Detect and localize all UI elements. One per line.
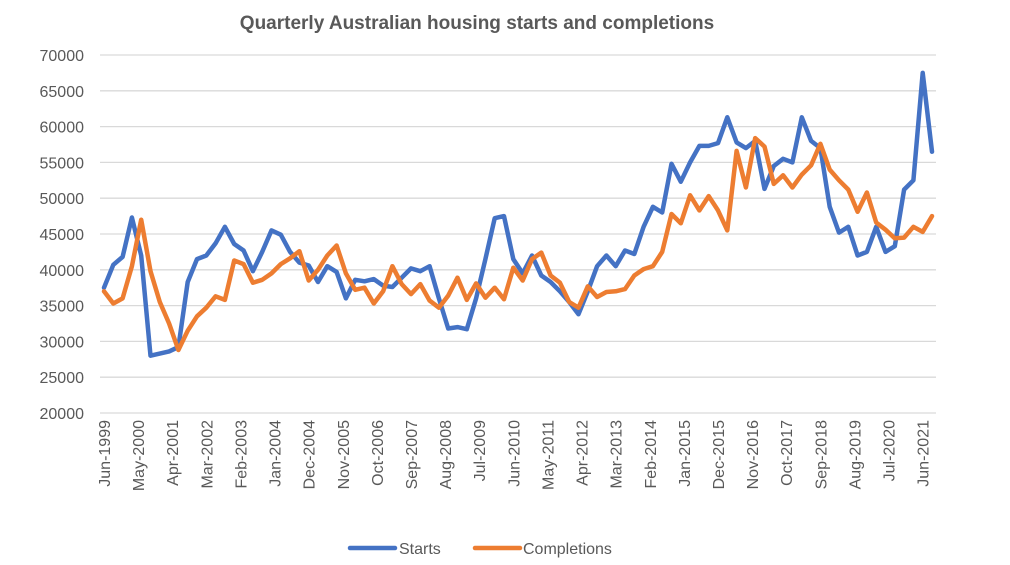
series-line-starts: [101, 70, 935, 358]
legend-label-starts: Starts: [399, 541, 441, 558]
x-tick-label: Jun-2021: [916, 420, 933, 487]
x-tick-label: Oct-2006: [370, 420, 387, 486]
x-tick-label: Nov-2005: [336, 420, 353, 489]
x-tick-label: Jul-2020: [882, 420, 899, 481]
gridlines: [100, 54, 936, 414]
x-tick-label: Jun-1999: [97, 420, 114, 487]
y-tick-label: 55000: [40, 155, 85, 172]
y-tick-label: 70000: [40, 48, 85, 65]
x-tick-label: Sep-2007: [404, 420, 421, 489]
y-tick-label: 60000: [40, 120, 85, 137]
x-tick-label: Dec-2015: [711, 420, 728, 489]
y-tick-label: 35000: [40, 299, 85, 316]
x-tick-label: Feb-2003: [233, 420, 250, 489]
x-tick-label: Mar-2013: [609, 420, 626, 489]
x-tick-label: Apr-2001: [165, 420, 182, 486]
x-tick-label: Jan-2004: [268, 420, 285, 487]
y-tick-label: 65000: [40, 84, 85, 101]
series-line-completions: [101, 135, 935, 353]
x-tick-label: Sep-2018: [813, 420, 830, 489]
x-tick-label: Dec-2004: [302, 420, 319, 489]
x-tick-label: Feb-2014: [643, 420, 660, 489]
y-tick-label: 45000: [40, 227, 85, 244]
x-tick-label: Aug-2019: [847, 420, 864, 489]
x-tick-label: May-2011: [540, 420, 557, 490]
x-tick-label: Mar-2002: [199, 420, 216, 489]
y-tick-label: 30000: [40, 334, 85, 351]
series-lines: [101, 70, 935, 358]
x-tick-label: Jul-2009: [472, 420, 489, 481]
x-tick-label: Oct-2017: [779, 420, 796, 486]
x-tick-label: May-2000: [131, 420, 148, 491]
x-axis-ticks: Jun-1999 May-2000 Apr-2001 Mar-2002 Feb-2003…: [97, 420, 933, 491]
y-tick-label: 50000: [40, 191, 85, 208]
legend: Starts Completions: [347, 541, 612, 558]
x-tick-label: Jan-2015: [677, 420, 694, 487]
x-tick-label: Aug-2008: [438, 420, 455, 489]
y-tick-label: 40000: [40, 263, 85, 280]
x-tick-label: Nov-2016: [745, 420, 762, 489]
legend-label-completions: Completions: [523, 541, 612, 558]
y-tick-label: 20000: [40, 406, 85, 423]
x-tick-label: Apr-2012: [575, 420, 592, 486]
y-tick-label: 25000: [40, 370, 85, 387]
y-axis-ticks: 20000 25000 30000 35000 40000 45000 50000 55000…: [40, 48, 85, 423]
chart-title: Quarterly Australian housing starts and …: [240, 13, 714, 34]
x-tick-label: Jun-2010: [506, 420, 523, 487]
